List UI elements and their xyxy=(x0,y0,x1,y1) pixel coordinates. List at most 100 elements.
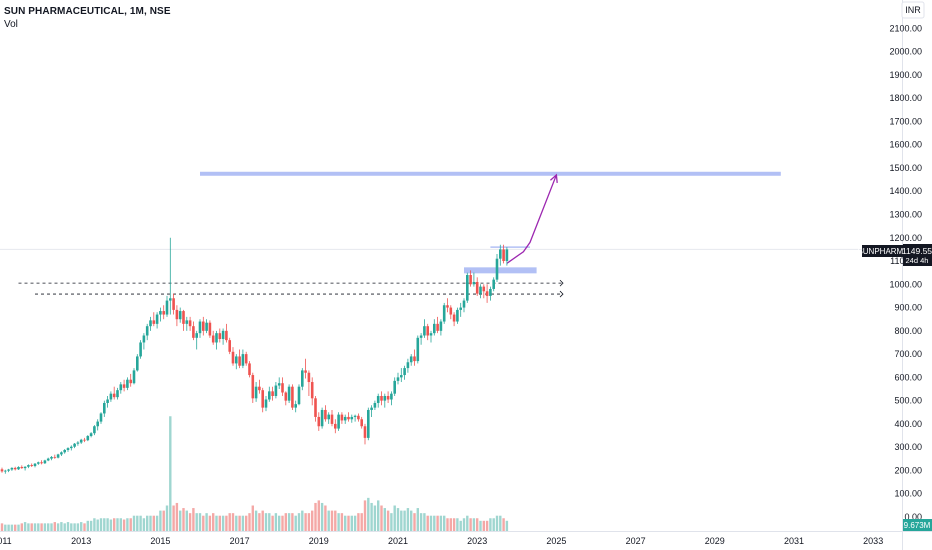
candle-body xyxy=(429,333,433,336)
candle-body xyxy=(43,460,47,464)
price-tick-label: 100.00 xyxy=(894,489,922,499)
candle-body xyxy=(330,414,334,424)
candle-body xyxy=(492,279,495,289)
volume-badge xyxy=(903,519,932,531)
time-tick-label: 2011 xyxy=(0,536,12,546)
candle-body xyxy=(281,383,284,393)
candle-body xyxy=(287,386,291,401)
candle-body xyxy=(442,305,446,322)
candle-body xyxy=(416,337,420,362)
volume-bar xyxy=(446,518,449,531)
volume-bar xyxy=(271,515,274,531)
candle-body xyxy=(60,452,63,455)
volume-bar xyxy=(297,513,301,531)
candle-body xyxy=(27,465,30,467)
volume-bar xyxy=(212,513,215,531)
volume-bar xyxy=(505,520,509,531)
volume-bar xyxy=(208,515,212,531)
volume-bar xyxy=(396,508,400,531)
time-tick-label: 2017 xyxy=(230,536,250,546)
candle-body xyxy=(86,436,90,441)
volume-bar xyxy=(281,515,284,531)
candle-body xyxy=(436,323,439,331)
currency-box[interactable] xyxy=(901,1,925,19)
volume-bar xyxy=(179,510,182,531)
price-tick-label: 1000.00 xyxy=(889,279,922,289)
volume-bar xyxy=(499,515,502,531)
volume-bar xyxy=(327,510,330,531)
volume-bar xyxy=(47,523,50,531)
volume-bar xyxy=(225,515,228,531)
candle-body xyxy=(376,395,380,403)
candle-body xyxy=(261,390,264,408)
candle-body xyxy=(357,415,360,420)
volume-bar xyxy=(182,508,185,531)
volume-bar xyxy=(278,515,281,531)
time-tick-label: 2021 xyxy=(388,536,408,546)
candle-body xyxy=(83,439,86,441)
candle-body xyxy=(112,393,116,398)
candle-body xyxy=(211,335,215,343)
candle-body xyxy=(50,456,53,459)
volume-bar xyxy=(373,505,377,531)
volume-bar xyxy=(452,518,456,531)
price-zone xyxy=(200,171,781,176)
volume-bar xyxy=(472,518,476,531)
volume-bar xyxy=(449,518,452,531)
volume-bar xyxy=(53,522,56,531)
volume-bar xyxy=(340,513,344,531)
candle-body xyxy=(390,393,393,400)
volume-badge-value: 9.673M xyxy=(904,521,931,530)
price-tick-label: 2100.00 xyxy=(889,23,922,33)
candle-body xyxy=(294,404,297,408)
volume-bar xyxy=(27,523,30,531)
volume-bar xyxy=(380,505,383,531)
candle-body xyxy=(73,443,76,447)
volume-bar xyxy=(83,523,86,531)
volume-bar xyxy=(337,513,340,531)
volume-bar xyxy=(479,520,482,531)
volume-bar xyxy=(56,523,60,531)
volume-bar xyxy=(344,515,347,531)
candle-body xyxy=(192,326,195,338)
time-tick-label: 2029 xyxy=(705,536,725,546)
symbol-badge xyxy=(862,245,904,257)
candle-body xyxy=(93,426,96,434)
volume-bar xyxy=(264,513,268,531)
candle-body xyxy=(162,311,165,315)
symbol-badge-text: SUNPHARMA xyxy=(857,247,909,256)
volume-bar xyxy=(400,510,403,531)
volume-bar xyxy=(188,513,192,531)
candle-body xyxy=(350,416,354,420)
volume-bar xyxy=(192,508,195,531)
volume-layer xyxy=(0,416,509,531)
candle-body xyxy=(70,446,73,449)
candle-body xyxy=(314,398,317,417)
price-tick-label: 200.00 xyxy=(894,465,922,475)
candle-body xyxy=(413,356,416,362)
volume-bar xyxy=(248,513,251,531)
candle-body xyxy=(208,322,212,336)
volume-bar xyxy=(423,513,426,531)
volume-bar xyxy=(383,508,386,531)
candle-body xyxy=(149,320,152,327)
volume-bar xyxy=(258,513,261,531)
volume-bar xyxy=(0,523,4,531)
candle-body xyxy=(106,399,109,403)
volume-bar xyxy=(146,515,149,531)
candle-body xyxy=(347,416,350,420)
price-tick-label: 0.00 xyxy=(904,512,922,522)
time-tick-label: 2013 xyxy=(71,536,91,546)
volume-bar xyxy=(119,518,122,531)
volume-bar xyxy=(238,515,241,531)
candle-body xyxy=(136,356,139,371)
volume-bar xyxy=(40,523,43,531)
volume-bar xyxy=(347,515,350,531)
volume-bar xyxy=(139,515,142,531)
candle-body xyxy=(433,323,436,334)
volume-bar xyxy=(89,520,93,531)
candle-body xyxy=(66,448,70,450)
volume-bar xyxy=(317,500,320,531)
